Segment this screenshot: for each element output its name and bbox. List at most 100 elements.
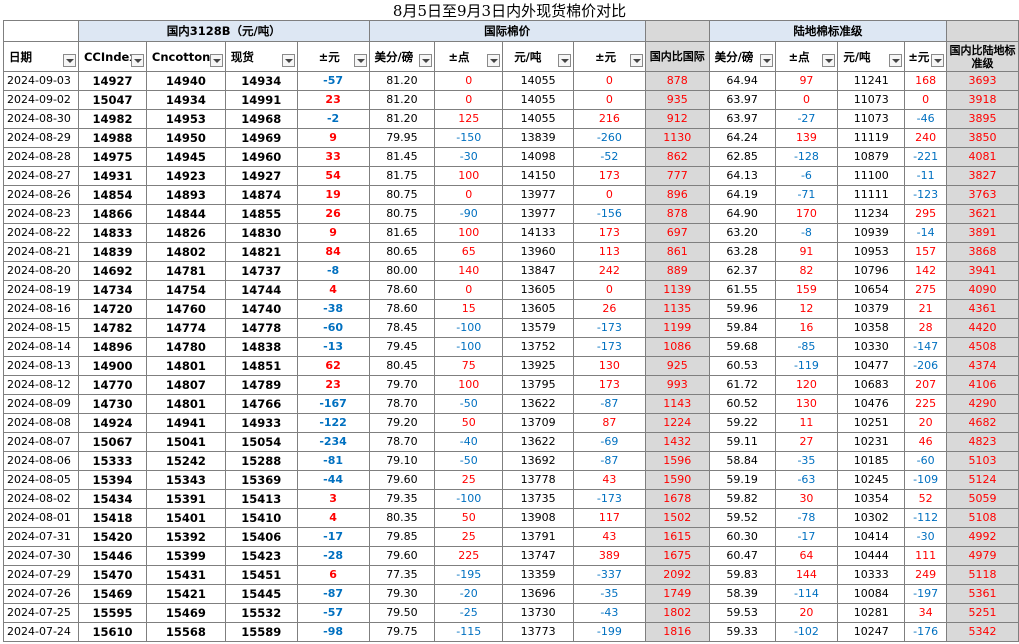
cell-date[interactable]: 2024-09-03 — [3, 71, 79, 91]
header-change-yuan-3[interactable]: ±元 — [904, 41, 948, 72]
cell-spot[interactable]: 15288 — [224, 451, 298, 471]
cell-change-point[interactable]: 15 — [434, 299, 504, 319]
cell-change-yuan-2[interactable]: 26 — [573, 299, 646, 319]
cell-usd-cent[interactable]: 78.60 — [368, 280, 436, 300]
cell-change-yuan-3[interactable]: 20 — [904, 413, 948, 433]
cell-date[interactable]: 2024-08-02 — [3, 489, 79, 509]
cell-spot[interactable]: 15532 — [224, 603, 298, 623]
cell-cncotton[interactable]: 14802 — [145, 242, 226, 262]
cell-ccindex[interactable]: 14692 — [77, 261, 147, 281]
filter-dropdown-icon[interactable] — [487, 54, 501, 67]
header-change-point[interactable]: ±点 — [434, 41, 504, 72]
cell-ccindex[interactable]: 15595 — [77, 603, 147, 623]
cell-usd-cent[interactable]: 79.30 — [368, 584, 436, 604]
cell-change-yuan[interactable]: -13 — [296, 337, 370, 357]
cell-cncotton[interactable]: 15568 — [145, 622, 226, 642]
cell-date[interactable]: 2024-08-05 — [3, 470, 79, 490]
cell-change-yuan-2[interactable]: 43 — [573, 470, 646, 490]
cell-usd-cent-2[interactable]: 59.84 — [708, 318, 776, 338]
cell-ccindex[interactable]: 15434 — [77, 489, 147, 509]
filter-dropdown-icon[interactable] — [353, 54, 367, 67]
cell-domestic-vs-standard[interactable]: 4361 — [946, 299, 1019, 319]
cell-usd-cent[interactable]: 79.60 — [368, 470, 436, 490]
cell-yuan-ton-2[interactable]: 11111 — [837, 185, 906, 205]
cell-date[interactable]: 2024-08-22 — [3, 223, 79, 243]
cell-date[interactable]: 2024-08-09 — [3, 394, 79, 414]
cell-change-yuan-3[interactable]: -112 — [904, 508, 948, 528]
cell-change-yuan-3[interactable]: 52 — [904, 489, 948, 509]
cell-change-yuan-3[interactable]: 168 — [904, 71, 948, 91]
cell-domestic-vs-intl[interactable]: 1675 — [644, 546, 710, 566]
cell-domestic-vs-standard[interactable]: 3693 — [946, 71, 1019, 91]
cell-yuan-ton-2[interactable]: 10302 — [837, 508, 906, 528]
cell-cncotton[interactable]: 14941 — [145, 413, 226, 433]
cell-change-yuan[interactable]: -28 — [296, 546, 370, 566]
cell-domestic-vs-intl[interactable]: 861 — [644, 242, 710, 262]
cell-change-yuan-2[interactable]: 130 — [573, 356, 646, 376]
cell-domestic-vs-intl[interactable]: 2092 — [644, 565, 710, 585]
cell-change-point[interactable]: -100 — [434, 337, 504, 357]
cell-usd-cent[interactable]: 79.45 — [368, 337, 436, 357]
cell-date[interactable]: 2024-08-27 — [3, 166, 79, 186]
cell-yuan-ton[interactable]: 13605 — [502, 280, 574, 300]
cell-yuan-ton[interactable]: 14133 — [502, 223, 574, 243]
cell-domestic-vs-intl[interactable]: 1802 — [644, 603, 710, 623]
cell-change-point-2[interactable]: 27 — [774, 432, 839, 452]
cell-cncotton[interactable]: 15391 — [145, 489, 226, 509]
cell-yuan-ton[interactable]: 13696 — [502, 584, 574, 604]
cell-usd-cent[interactable]: 77.35 — [368, 565, 436, 585]
cell-ccindex[interactable]: 14900 — [77, 356, 147, 376]
cell-cncotton[interactable]: 15392 — [145, 527, 226, 547]
cell-date[interactable]: 2024-09-02 — [3, 90, 79, 110]
cell-change-yuan-2[interactable]: 173 — [573, 223, 646, 243]
cell-spot[interactable]: 14851 — [224, 356, 298, 376]
cell-usd-cent-2[interactable]: 59.52 — [708, 508, 776, 528]
cell-usd-cent[interactable]: 80.75 — [368, 185, 436, 205]
cell-domestic-vs-standard[interactable]: 3895 — [946, 109, 1019, 129]
cell-change-yuan-3[interactable]: -30 — [904, 527, 948, 547]
cell-usd-cent-2[interactable]: 63.20 — [708, 223, 776, 243]
cell-change-point-2[interactable]: -63 — [774, 470, 839, 490]
cell-usd-cent[interactable]: 79.70 — [368, 375, 436, 395]
cell-spot[interactable]: 14855 — [224, 204, 298, 224]
cell-yuan-ton-2[interactable]: 11234 — [837, 204, 906, 224]
cell-ccindex[interactable]: 14839 — [77, 242, 147, 262]
filter-dropdown-icon[interactable] — [130, 54, 144, 67]
header-usd-cent[interactable]: 美分/磅 — [368, 41, 436, 72]
cell-change-yuan-2[interactable]: 113 — [573, 242, 646, 262]
cell-date[interactable]: 2024-07-31 — [3, 527, 79, 547]
cell-usd-cent-2[interactable]: 63.28 — [708, 242, 776, 262]
cell-date[interactable]: 2024-08-16 — [3, 299, 79, 319]
cell-domestic-vs-intl[interactable]: 1432 — [644, 432, 710, 452]
cell-yuan-ton-2[interactable]: 10281 — [837, 603, 906, 623]
cell-change-yuan-3[interactable]: 142 — [904, 261, 948, 281]
cell-change-yuan[interactable]: -57 — [296, 71, 370, 91]
cell-change-yuan[interactable]: -234 — [296, 432, 370, 452]
cell-usd-cent[interactable]: 79.20 — [368, 413, 436, 433]
cell-change-yuan-3[interactable]: 157 — [904, 242, 948, 262]
cell-spot[interactable]: 14933 — [224, 413, 298, 433]
cell-change-yuan-3[interactable]: 34 — [904, 603, 948, 623]
cell-change-yuan-2[interactable]: -87 — [573, 451, 646, 471]
cell-change-yuan[interactable]: 54 — [296, 166, 370, 186]
cell-date[interactable]: 2024-08-07 — [3, 432, 79, 452]
cell-ccindex[interactable]: 14782 — [77, 318, 147, 338]
cell-ccindex[interactable]: 14854 — [77, 185, 147, 205]
cell-date[interactable]: 2024-07-29 — [3, 565, 79, 585]
cell-usd-cent[interactable]: 80.35 — [368, 508, 436, 528]
cell-domestic-vs-standard[interactable]: 3868 — [946, 242, 1019, 262]
cell-domestic-vs-standard[interactable]: 5059 — [946, 489, 1019, 509]
cell-cncotton[interactable]: 14934 — [145, 90, 226, 110]
cell-usd-cent-2[interactable]: 63.97 — [708, 90, 776, 110]
cell-change-point[interactable]: 225 — [434, 546, 504, 566]
cell-usd-cent[interactable]: 79.95 — [368, 128, 436, 148]
cell-change-yuan[interactable]: 26 — [296, 204, 370, 224]
cell-change-yuan[interactable]: 4 — [296, 508, 370, 528]
cell-domestic-vs-intl[interactable]: 878 — [644, 204, 710, 224]
cell-usd-cent[interactable]: 78.60 — [368, 299, 436, 319]
cell-change-yuan[interactable]: 33 — [296, 147, 370, 167]
cell-change-point[interactable]: 140 — [434, 261, 504, 281]
cell-domestic-vs-intl[interactable]: 1502 — [644, 508, 710, 528]
cell-domestic-vs-intl[interactable]: 1130 — [644, 128, 710, 148]
cell-spot[interactable]: 15054 — [224, 432, 298, 452]
